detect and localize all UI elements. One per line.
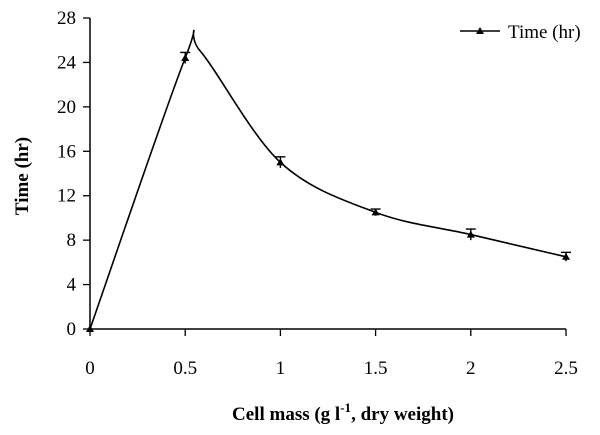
y-tick-label: 12 <box>57 186 76 207</box>
ticks: 0 4 8 12 16 20 24 28 0 0.5 1 1.5 2 2.5 <box>57 8 578 379</box>
series-line <box>89 29 567 330</box>
y-tick-label: 4 <box>67 275 77 296</box>
y-axis-title: Time (hr) <box>12 137 33 215</box>
y-tick-label: 0 <box>67 319 77 340</box>
data-point <box>371 208 380 216</box>
data-point <box>276 158 285 166</box>
y-tick-label: 16 <box>57 141 76 162</box>
y-tick-label: 24 <box>57 52 77 73</box>
data-point <box>466 230 475 238</box>
legend: Time (hr) <box>460 22 581 43</box>
x-tick-label: 0.5 <box>173 358 197 379</box>
legend-marker <box>476 27 484 34</box>
legend-label: Time (hr) <box>508 22 581 43</box>
x-tick-label: 0 <box>85 358 95 379</box>
data-point <box>86 325 94 332</box>
axes <box>89 18 566 330</box>
data-point <box>181 53 190 61</box>
series <box>86 29 571 332</box>
x-axis-title-end: , dry weight) <box>351 404 454 425</box>
x-tick-label: 2 <box>466 358 476 379</box>
y-tick-label: 28 <box>57 8 76 29</box>
y-tick-label: 20 <box>57 97 76 118</box>
x-tick-label: 1.5 <box>364 358 388 379</box>
x-axis-title-main: Cell mass (g l <box>232 404 340 425</box>
data-point <box>562 252 570 260</box>
x-axis-title-sup: -1 <box>340 400 351 415</box>
x-tick-label: 1 <box>276 358 286 379</box>
y-tick-label: 8 <box>67 230 77 251</box>
x-axis-title: Cell mass (g l-1, dry weight) <box>232 400 454 425</box>
x-tick-label: 2.5 <box>554 358 578 379</box>
